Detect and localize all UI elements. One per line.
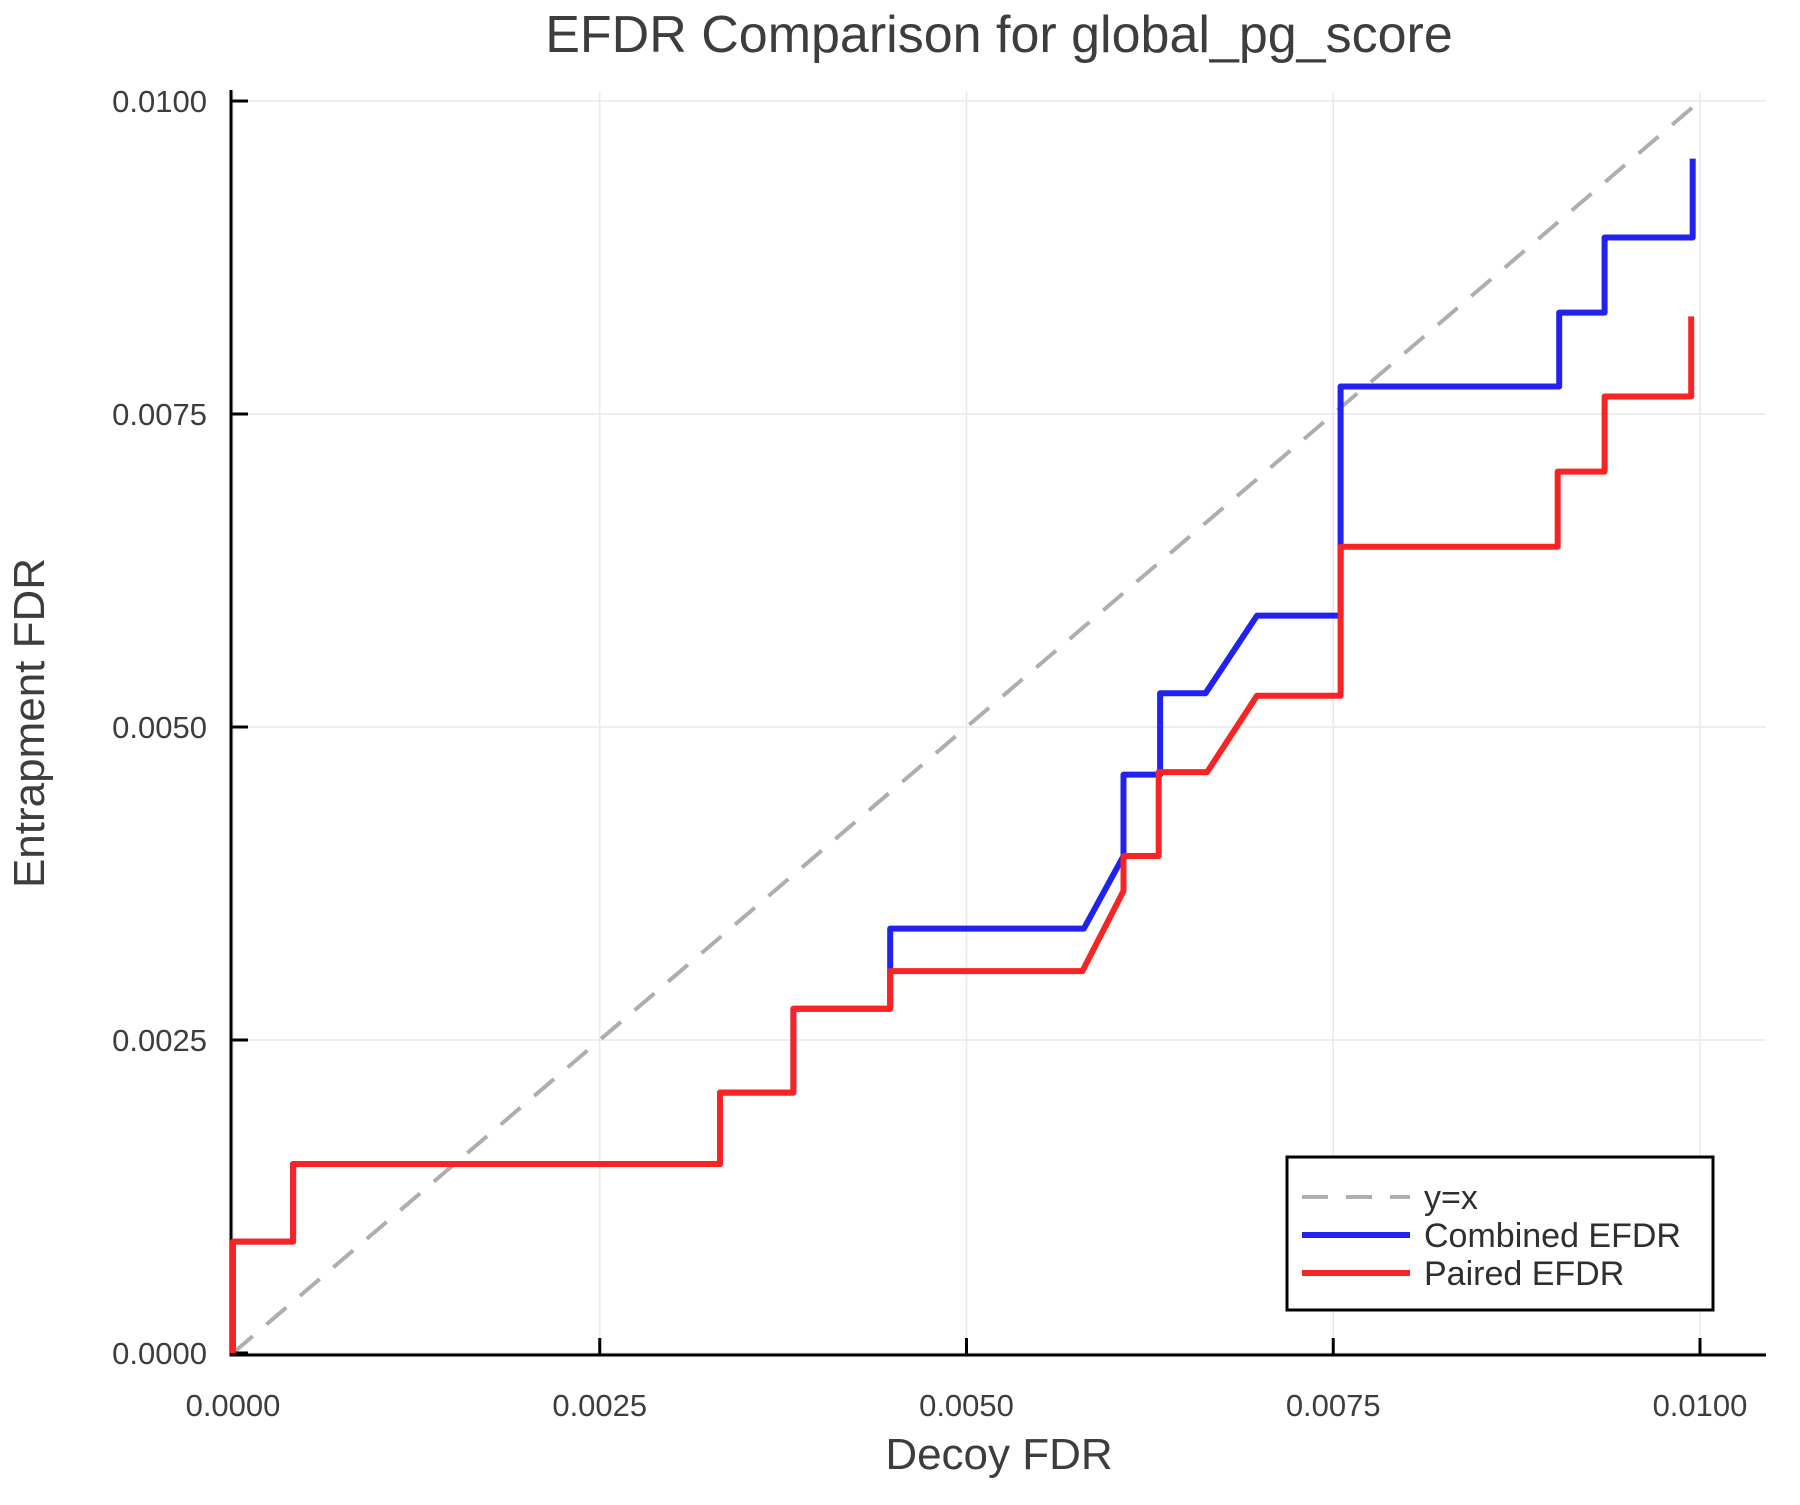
x-tick-label: 0.0000	[186, 1388, 281, 1423]
y-tick-label: 0.0100	[112, 84, 207, 119]
y-tick-label: 0.0075	[112, 397, 207, 432]
chart-title: EFDR Comparison for global_pg_score	[545, 6, 1453, 64]
gridlines	[231, 92, 1766, 1354]
x-axis-label: Decoy FDR	[885, 1430, 1112, 1479]
x-tick-label: 0.0050	[919, 1388, 1014, 1423]
legend: y=x Combined EFDR Paired EFDR	[1285, 1155, 1715, 1312]
reference-line-layer	[231, 99, 1702, 1355]
series-layer	[230, 158, 1696, 1353]
identity-reference-line	[231, 99, 1702, 1355]
axis-spines	[229, 90, 1766, 1357]
legend-label-paired: Paired EFDR	[1424, 1255, 1624, 1293]
y-axis-label: Entrapment FDR	[5, 558, 54, 888]
legend-label-combined: Combined EFDR	[1424, 1217, 1681, 1255]
legend-label-yx: y=x	[1424, 1179, 1478, 1217]
x-tick-label: 0.0075	[1286, 1388, 1381, 1423]
x-tick-label: 0.0025	[552, 1388, 647, 1423]
y-tick-label: 0.0000	[112, 1336, 207, 1371]
tick-labels: 0.0000 0.0025 0.0050 0.0075 0.0100 0.0000 0.00…	[112, 84, 1747, 1423]
x-tick-label: 0.0100	[1653, 1388, 1748, 1423]
y-tick-label: 0.0025	[112, 1023, 207, 1058]
y-tick-label: 0.0050	[112, 710, 207, 745]
paired-efdr-line	[230, 316, 1695, 1353]
